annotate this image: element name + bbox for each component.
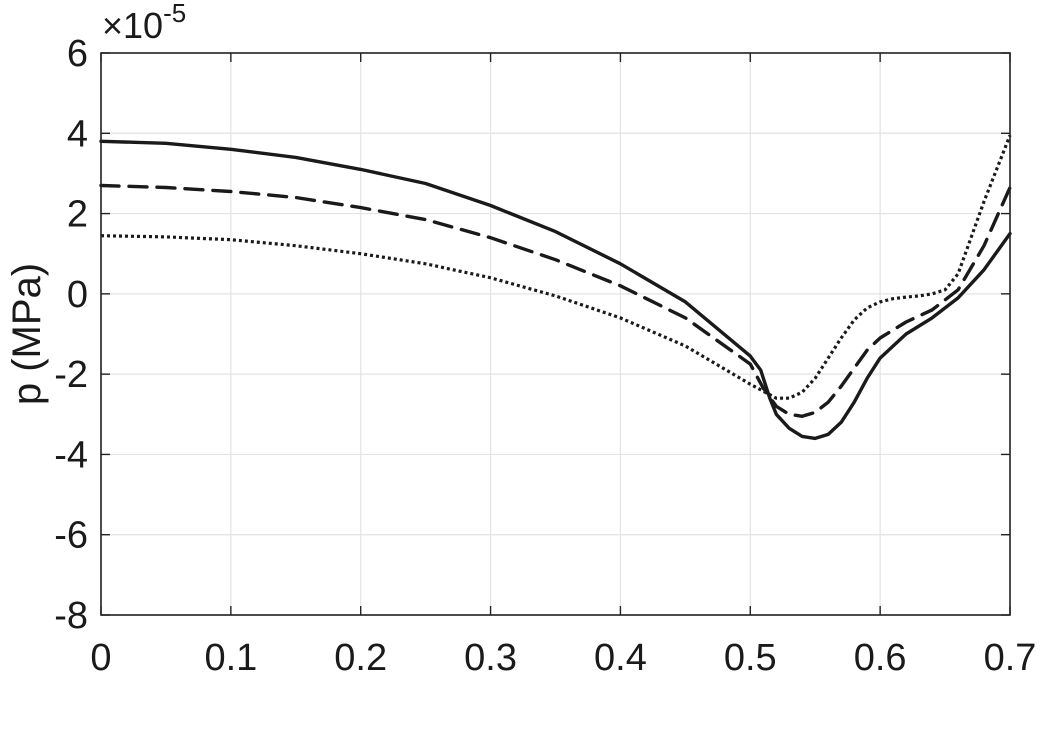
y-tick-label: -4 bbox=[54, 434, 88, 476]
x-tick-label: 0.3 bbox=[464, 637, 517, 679]
y-axis: -8 -6 -4 -2 0 2 4 6 bbox=[54, 33, 1010, 637]
y-tick-label: 4 bbox=[67, 113, 88, 155]
x-tick-label: 0 bbox=[90, 637, 111, 679]
plot-frame bbox=[100, 52, 1011, 616]
y-exponent-label: ×10-5 bbox=[102, 0, 186, 46]
y-tick-label: 0 bbox=[67, 274, 88, 316]
x-tick-label: 0.1 bbox=[204, 637, 257, 679]
x-tick-label: 0.6 bbox=[854, 637, 907, 679]
y-tick-label: 6 bbox=[67, 33, 88, 75]
x-tick-label: 0.5 bbox=[724, 637, 777, 679]
series-lines bbox=[99, 134, 1012, 441]
y-tick-label: -6 bbox=[54, 515, 88, 557]
plot-area bbox=[101, 53, 1010, 615]
series-line-dashed bbox=[99, 183, 1012, 418]
y-axis-label: p (MPa) bbox=[5, 263, 49, 405]
y-tick-label: -2 bbox=[54, 354, 88, 396]
series-line-solid bbox=[99, 139, 1012, 441]
x-axis: 0 0.1 0.2 0.3 0.4 0.5 0.6 0.7 bbox=[90, 53, 1036, 679]
grid bbox=[100, 52, 1011, 616]
x-tick-label: 0.2 bbox=[334, 637, 387, 679]
x-tick-label: 0.7 bbox=[984, 637, 1037, 679]
y-tick-label: 2 bbox=[67, 194, 88, 236]
y-tick-label: -8 bbox=[54, 595, 88, 637]
x-tick-label: 0.4 bbox=[594, 637, 647, 679]
